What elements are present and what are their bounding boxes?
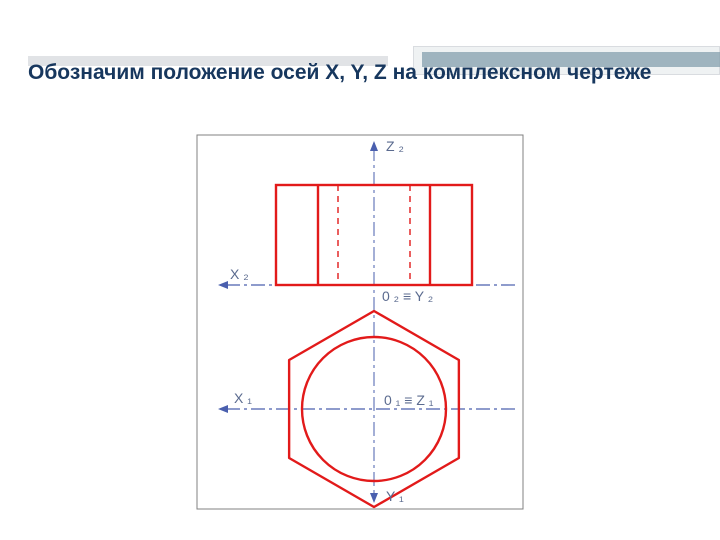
svg-text:0 ₂ ≡ Y ₂: 0 ₂ ≡ Y ₂ [382, 288, 433, 304]
slide-title: Обозначим положение осей X, Y, Z на комп… [28, 60, 688, 87]
svg-text:Z ₂: Z ₂ [386, 138, 404, 154]
svg-text:X ₁: X ₁ [234, 390, 252, 406]
drawing-svg: Z ₂ X ₂ 0 ₂ ≡ Y ₂ X ₁ 0 ₁ ≡ Z ₁ Y ₁ [190, 125, 530, 515]
slide: Обозначим положение осей X, Y, Z на комп… [0, 0, 720, 540]
header-decoration [0, 28, 720, 50]
svg-text:0 ₁ ≡ Z ₁: 0 ₁ ≡ Z ₁ [384, 392, 434, 408]
svg-text:X ₂: X ₂ [230, 266, 249, 282]
engineering-drawing: Z ₂ X ₂ 0 ₂ ≡ Y ₂ X ₁ 0 ₁ ≡ Z ₁ Y ₁ [190, 125, 530, 515]
svg-text:Y ₁: Y ₁ [386, 488, 404, 504]
